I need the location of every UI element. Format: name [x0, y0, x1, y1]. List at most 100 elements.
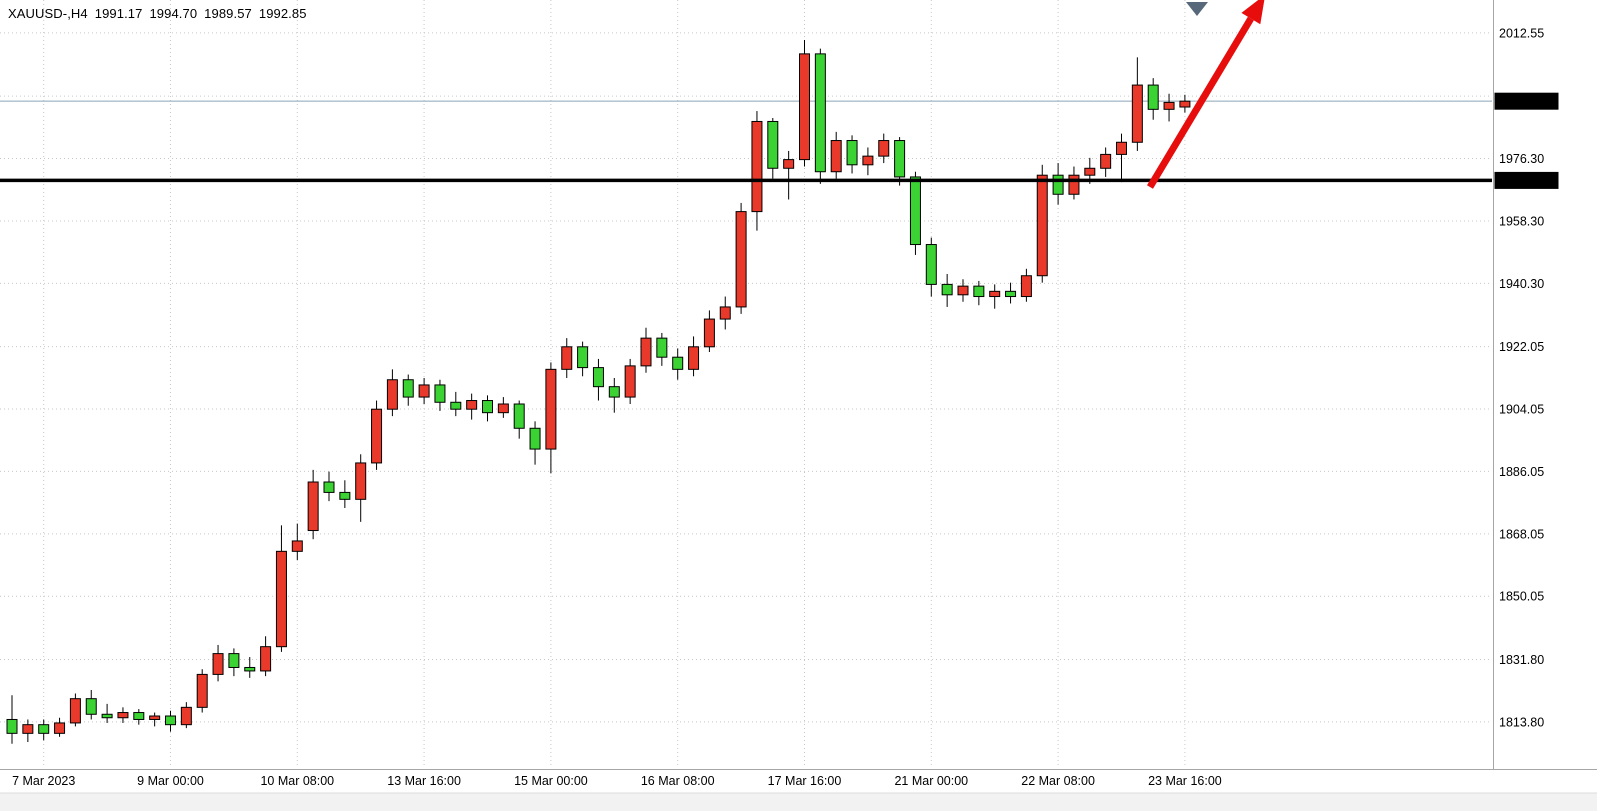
price-tag [1494, 92, 1559, 110]
candle-body [735, 211, 747, 308]
x-axis-label: 23 Mar 16:00 [1148, 774, 1222, 788]
candle-body [941, 283, 953, 296]
candle-body [783, 159, 795, 169]
candle-body [386, 379, 398, 410]
candle-body [529, 427, 541, 450]
y-axis-label: 1813.80 [1499, 715, 1544, 729]
candle-body [355, 462, 367, 500]
x-axis-label: 16 Mar 08:00 [641, 774, 715, 788]
bottom-strip [0, 793, 1597, 811]
candle-body [799, 53, 810, 161]
candle-body [957, 285, 969, 296]
candle-body [561, 346, 573, 370]
candle-body [497, 403, 509, 414]
candle-body [165, 715, 176, 726]
candle-body [323, 481, 335, 493]
candle-body [703, 318, 715, 348]
candle-body [22, 724, 34, 734]
candle-body [260, 646, 272, 672]
candle-body [925, 244, 937, 285]
candle-body [608, 386, 620, 398]
candle-body [577, 346, 589, 369]
x-axis-label: 15 Mar 00:00 [514, 774, 588, 788]
candle-body [1052, 174, 1064, 195]
candle-body [450, 401, 462, 410]
price-tag-label: 1992.85 [1499, 95, 1544, 109]
candle-body [482, 400, 493, 414]
candle-body [6, 718, 18, 734]
x-axis-label: 9 Mar 00:00 [137, 774, 204, 788]
candle-body [640, 337, 652, 367]
ohlc-open: 1991.17 [94, 6, 143, 21]
candle-body [767, 120, 779, 169]
x-axis-label: 17 Mar 16:00 [768, 774, 842, 788]
candle-body [592, 367, 604, 388]
y-axis-label: 1940.30 [1499, 277, 1544, 291]
candle-body [846, 140, 858, 166]
y-axis-label: 1904.05 [1499, 403, 1544, 417]
candle-body [149, 715, 161, 720]
y-axis-label: 1922.05 [1499, 340, 1544, 354]
candle-body [466, 400, 478, 410]
candle-body [688, 346, 700, 370]
y-axis-label: 1958.30 [1499, 214, 1544, 228]
x-axis-label: 22 Mar 08:00 [1021, 774, 1095, 788]
price-tag-label: 1970.00 [1499, 174, 1544, 188]
candle-body [275, 550, 287, 648]
candle-body [751, 120, 763, 213]
candle-body [1163, 101, 1175, 110]
candle-body [54, 722, 66, 734]
y-axis-label: 2012.55 [1499, 26, 1544, 40]
candle-body [85, 698, 97, 715]
candle-body [513, 403, 525, 429]
price-tag [1494, 171, 1559, 189]
x-axis-label: 7 Mar 2023 [12, 774, 75, 788]
candle-body [545, 368, 557, 450]
candle-body [307, 481, 319, 532]
candle-body [1179, 100, 1191, 108]
candle-body [1147, 84, 1159, 110]
y-axis-label: 1850.05 [1499, 590, 1544, 604]
candle-body [371, 408, 383, 464]
candle-body [1084, 167, 1096, 176]
y-axis-label: 1886.05 [1499, 465, 1544, 479]
candle-body [989, 290, 1001, 298]
trend-arrow-head[interactable] [1241, 0, 1265, 25]
y-axis-label: 1831.80 [1499, 653, 1544, 667]
ohlc-close: 1992.85 [258, 6, 307, 21]
candle-body [1036, 174, 1048, 277]
candle-body [212, 653, 224, 675]
ohlc-high: 1994.70 [149, 6, 198, 21]
y-axis-label: 1976.30 [1499, 152, 1544, 166]
ohlc-header: XAUUSD-,H4 1991.17 1994.70 1989.57 1992.85 [8, 6, 314, 21]
candle-body [656, 337, 668, 358]
candle-body [117, 712, 129, 719]
candle-body [244, 666, 256, 672]
candle-body [1005, 290, 1017, 298]
candle-body [624, 365, 636, 398]
candle-body [133, 712, 145, 720]
candle-body [101, 713, 113, 719]
candle-body [418, 384, 430, 398]
trend-arrow-shaft[interactable] [1146, 16, 1254, 189]
candle-body [291, 540, 303, 552]
x-axis-label: 10 Mar 08:00 [260, 774, 334, 788]
candle-body [672, 356, 684, 370]
candle-body [1020, 275, 1032, 298]
candle-body [402, 379, 414, 398]
candle-body [814, 53, 826, 173]
candle-body [180, 706, 192, 726]
candle-body [69, 698, 81, 724]
candle-body [862, 155, 874, 166]
candle-body [909, 176, 921, 246]
x-axis-label: 21 Mar 00:00 [894, 774, 968, 788]
candle-body [894, 140, 906, 178]
candle-body [228, 653, 240, 668]
candle-body [830, 140, 842, 173]
symbol-timeframe: XAUUSD-,H4 [8, 6, 88, 21]
candle-body [878, 140, 890, 157]
candle-body [38, 724, 50, 734]
candle-body [973, 285, 985, 298]
